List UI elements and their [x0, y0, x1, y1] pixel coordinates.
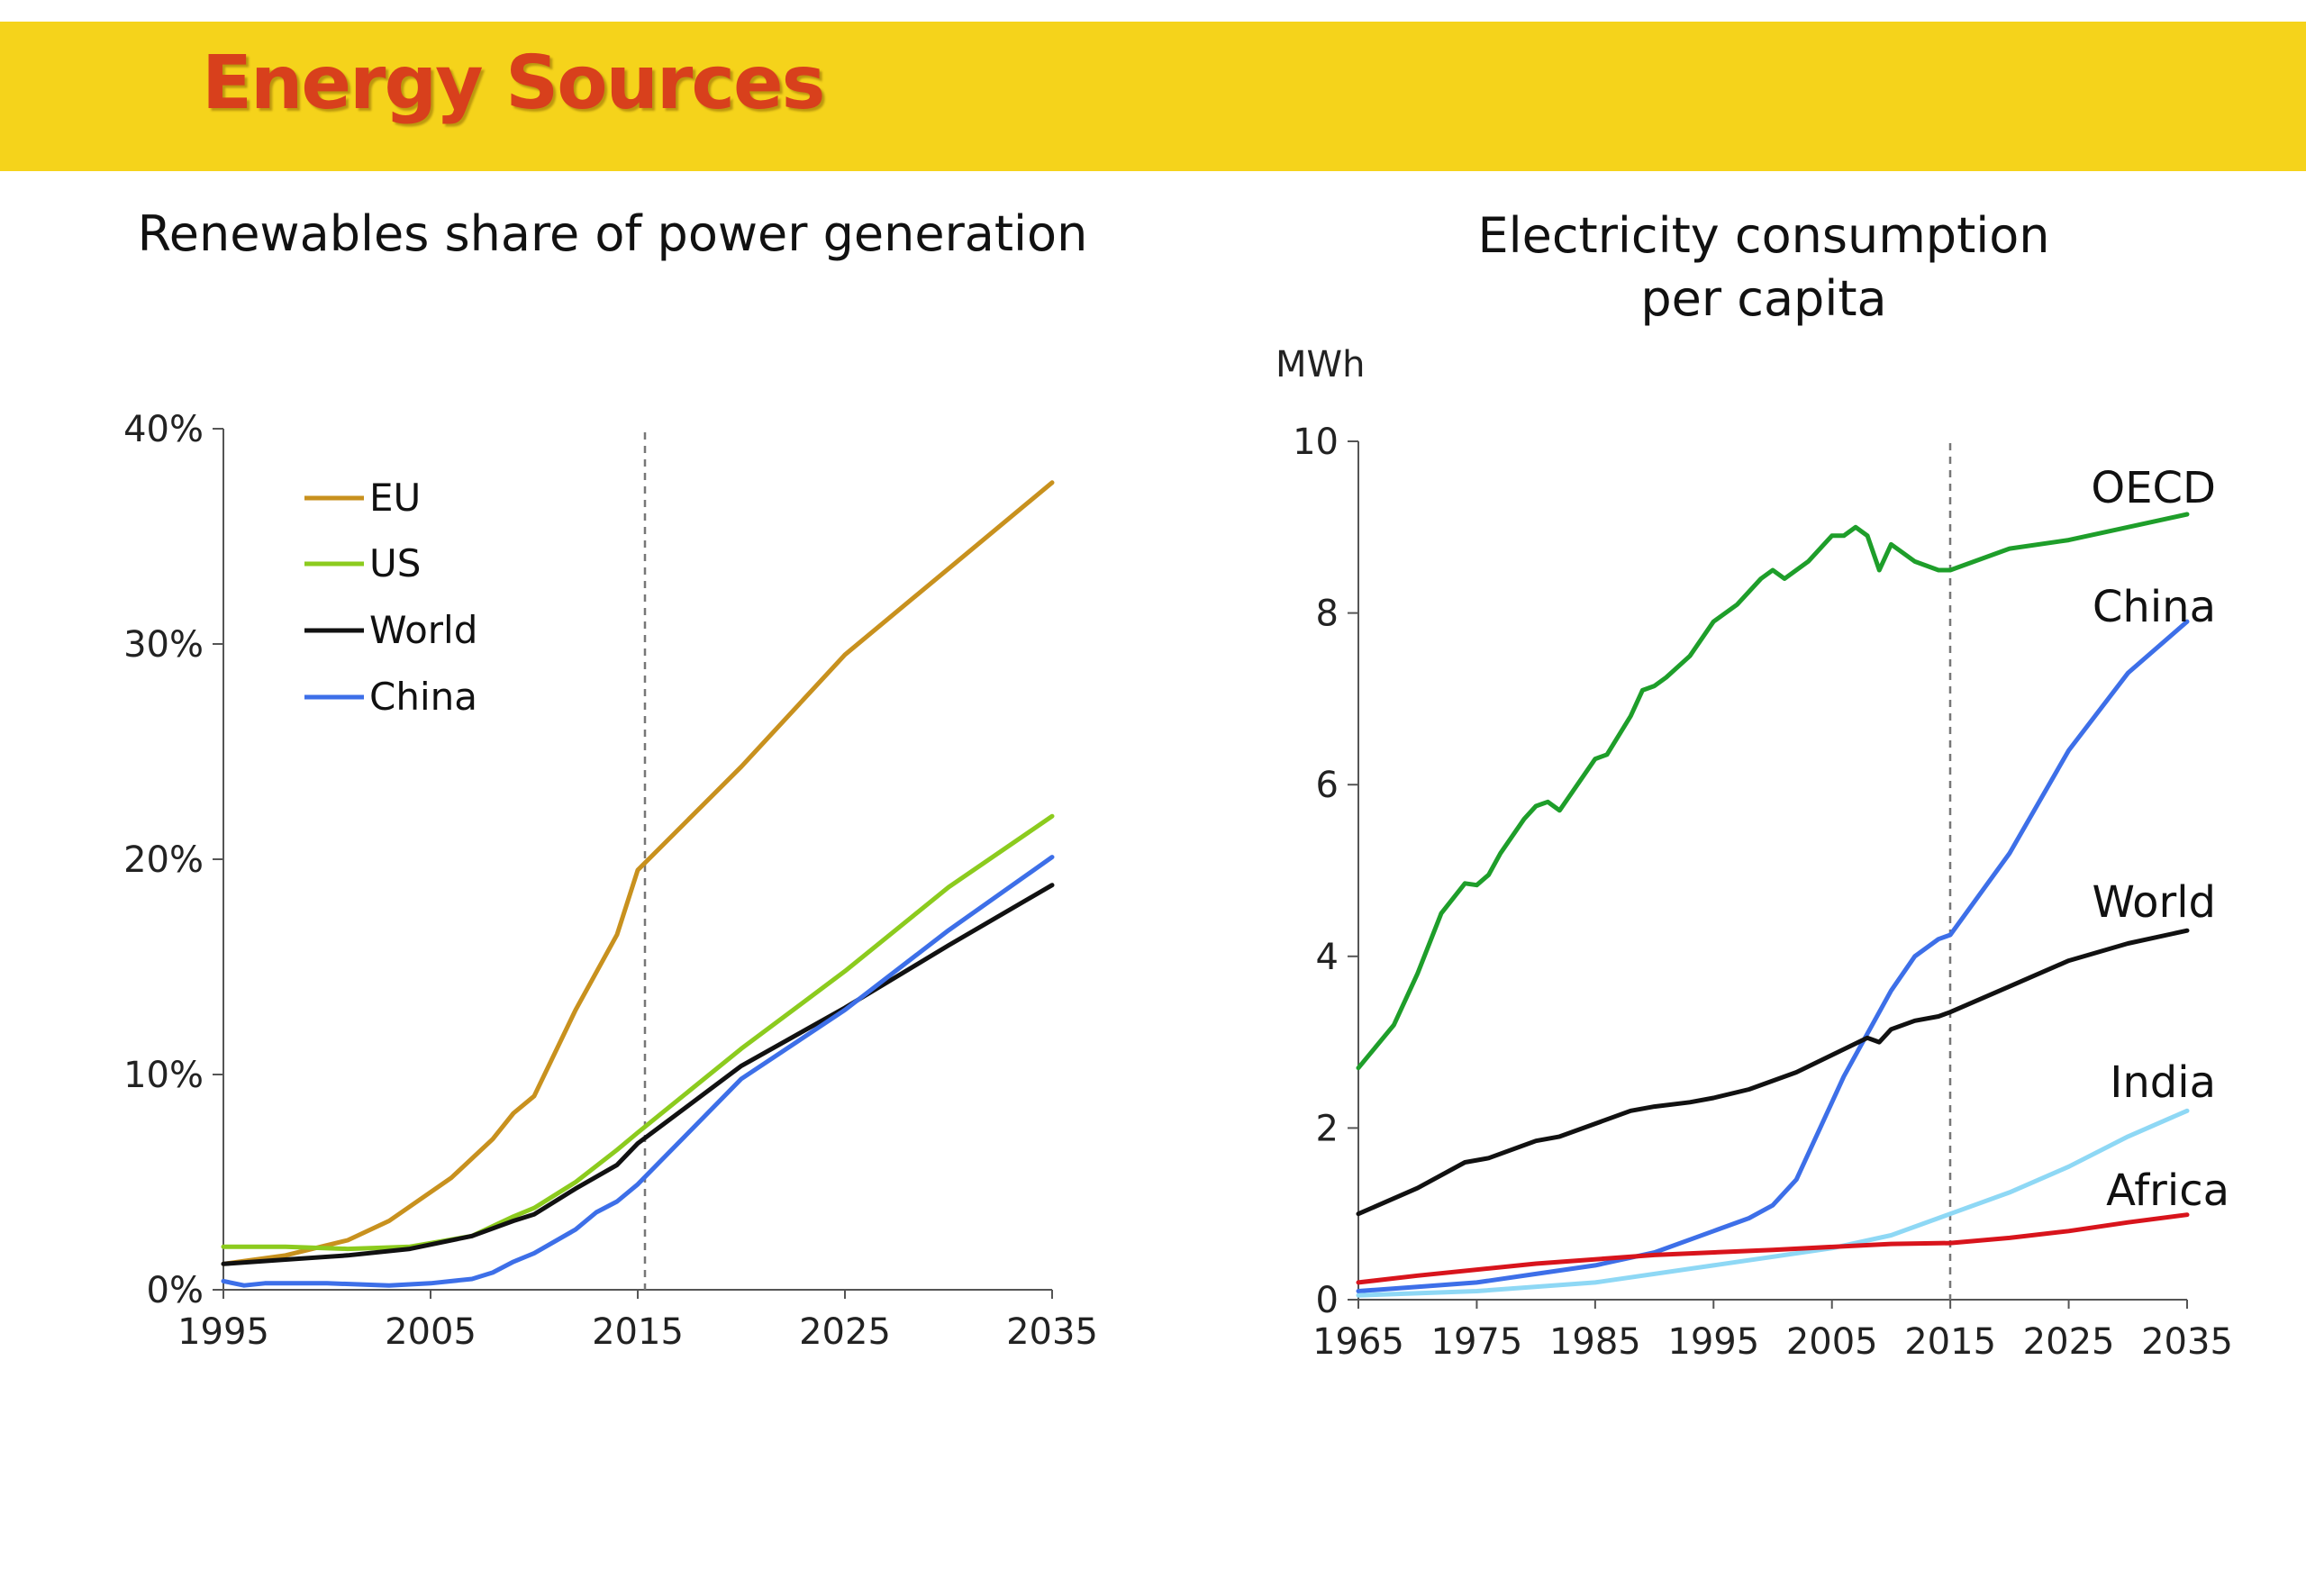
renewables-x-tick-label: 2035: [1006, 1311, 1098, 1353]
electricity-y-tick-label: 4: [1316, 937, 1339, 978]
electricity-series-oecd: [1356, 512, 2190, 1071]
electricity-chart: Electricity consumption per capita MWh 0…: [1276, 207, 2233, 1363]
electricity-series-world: [1356, 928, 2190, 1217]
renewables-chart-title: Renewables share of power generation: [138, 205, 1088, 262]
renewables-x-tick-label: 2005: [385, 1311, 477, 1353]
renewables-y-tick-label: 0%: [147, 1270, 204, 1311]
title-banner: [0, 22, 2306, 171]
legend-label-world: World: [369, 608, 477, 652]
series-label-world: World: [2092, 877, 2216, 928]
electricity-x-tick-label: 1965: [1312, 1321, 1404, 1363]
slide-title: Energy Sources: [202, 41, 825, 126]
electricity-y-tick-label: 0: [1316, 1280, 1339, 1321]
electricity-y-unit: MWh: [1276, 344, 1365, 385]
series-label-china: China: [2093, 582, 2216, 632]
series-label-india: India: [2110, 1057, 2216, 1108]
renewables-y-tick-label: 30%: [123, 624, 204, 666]
electricity-x-tick-label: 2025: [2023, 1321, 2115, 1363]
renewables-series-china: [221, 855, 1055, 1288]
electricity-chart-title-line2: per capita: [1640, 270, 1886, 327]
legend-item-us: US: [304, 541, 421, 585]
renewables-series-eu: [221, 480, 1055, 1266]
electricity-series-india: [1356, 1108, 2190, 1298]
renewables-y-tick-label: 20%: [123, 839, 204, 881]
electricity-x-tick-label: 2015: [1904, 1321, 1996, 1363]
renewables-series-us: [221, 813, 1055, 1252]
electricity-y-tick-label: 8: [1316, 594, 1339, 635]
renewables-x-tick-label: 2015: [592, 1311, 684, 1353]
legend-item-eu: EU: [304, 476, 421, 520]
electricity-y-tick-label: 2: [1316, 1108, 1339, 1149]
electricity-series-africa: [1356, 1212, 2190, 1285]
electricity-x-tick-label: 2005: [1786, 1321, 1878, 1363]
electricity-series-china: [1356, 619, 2190, 1293]
electricity-x-tick-label: 1995: [1667, 1321, 1759, 1363]
legend-label-us: US: [369, 541, 421, 585]
electricity-y-tick-label: 10: [1293, 422, 1339, 463]
renewables-x-tick-label: 1995: [177, 1311, 269, 1353]
legend-item-china: China: [304, 675, 477, 719]
renewables-x-tick-label: 2025: [799, 1311, 891, 1353]
legend-item-world: World: [304, 608, 477, 652]
electricity-x-tick-label: 1975: [1431, 1321, 1523, 1363]
legend-label-eu: EU: [369, 476, 421, 520]
renewables-legend: EU US World China: [304, 476, 477, 719]
electricity-chart-title-line1: Electricity consumption: [1477, 207, 2049, 264]
series-label-oecd: OECD: [2091, 463, 2216, 513]
electricity-y-tick-label: 6: [1316, 765, 1339, 806]
renewables-chart: Renewables share of power generation 0%1…: [123, 205, 1098, 1353]
electricity-x-tick-label: 1985: [1549, 1321, 1641, 1363]
renewables-y-tick-label: 10%: [123, 1055, 204, 1096]
series-label-africa: Africa: [2106, 1165, 2229, 1216]
renewables-y-tick-label: 40%: [123, 409, 204, 450]
renewables-series-world: [221, 883, 1055, 1266]
legend-label-china: China: [369, 675, 477, 719]
electricity-x-tick-label: 2035: [2141, 1321, 2233, 1363]
